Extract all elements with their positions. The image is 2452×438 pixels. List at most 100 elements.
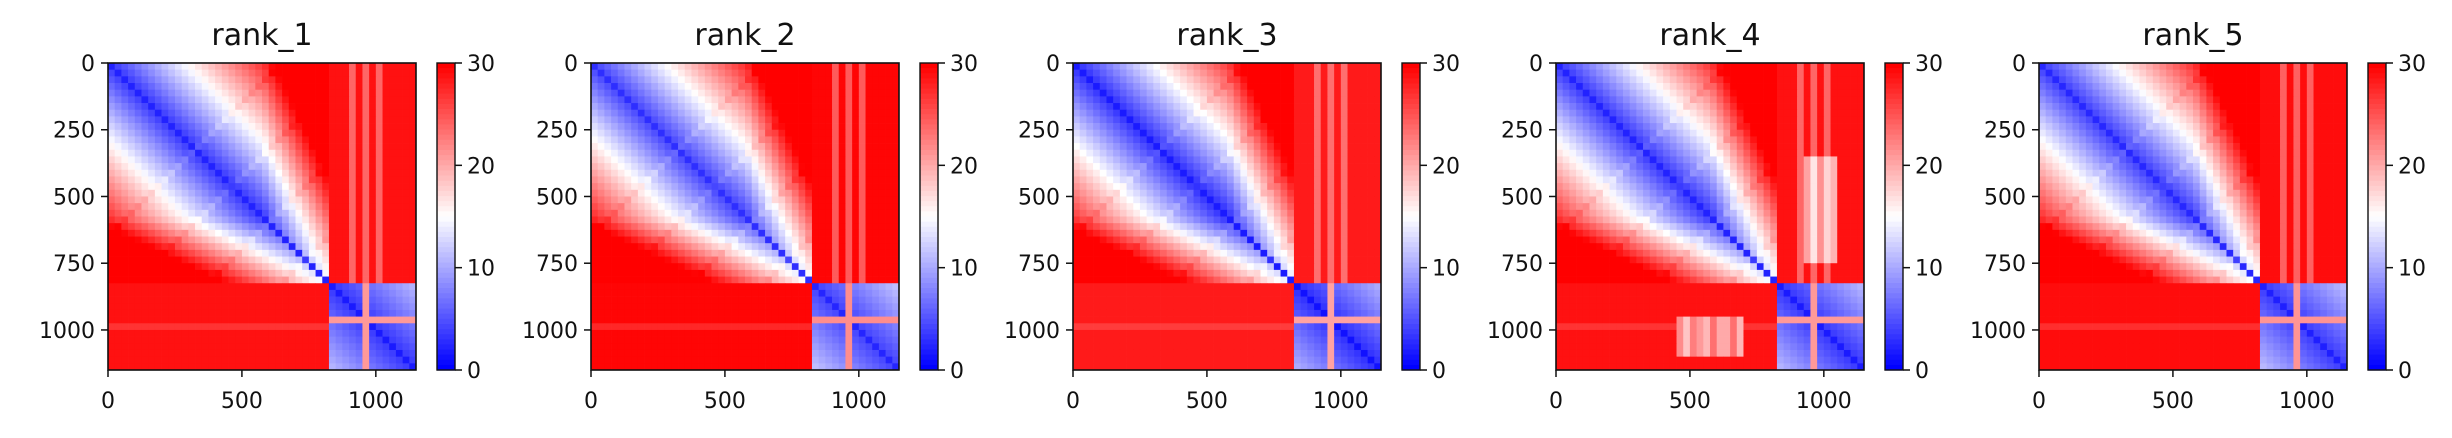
heatmap-cell xyxy=(798,329,806,337)
heatmap-cell xyxy=(798,69,806,77)
colorbar-swatch xyxy=(920,170,938,177)
heatmap-cell xyxy=(1093,123,1101,131)
heatmap-cell xyxy=(651,209,659,217)
heatmap-cell xyxy=(591,143,599,151)
heatmap-cell xyxy=(611,143,619,151)
heatmap-cell xyxy=(711,143,719,151)
heatmap-cell xyxy=(838,189,846,197)
heatmap-cell xyxy=(1133,69,1141,77)
heatmap-cell xyxy=(349,256,357,264)
heatmap-cell xyxy=(745,96,753,104)
heatmap-cell xyxy=(389,323,397,331)
heatmap-cell xyxy=(751,183,759,191)
heatmap-cell xyxy=(684,289,692,297)
heatmap-cell xyxy=(275,169,283,177)
heatmap-cell xyxy=(1327,136,1335,144)
heatmap-cell xyxy=(637,269,645,277)
heatmap-cell xyxy=(262,316,270,324)
heatmap-cell xyxy=(671,243,679,251)
heatmap-cell xyxy=(785,89,793,97)
heatmap-cell xyxy=(308,203,316,211)
heatmap-cell xyxy=(825,96,833,104)
heatmap-cell xyxy=(402,123,410,131)
heatmap-cell xyxy=(738,169,746,177)
heatmap-cell xyxy=(342,316,350,324)
heatmap-cell xyxy=(718,343,726,351)
heatmap-cell xyxy=(121,289,129,297)
heatmap-cell xyxy=(885,129,893,137)
heatmap-cell xyxy=(174,129,183,137)
heatmap-cell xyxy=(335,363,343,371)
heatmap-cell xyxy=(678,103,686,111)
heatmap-cell xyxy=(1247,116,1255,124)
heatmap-cell xyxy=(362,289,370,297)
heatmap-cell xyxy=(1253,109,1261,117)
heatmap-cell xyxy=(872,329,880,337)
heatmap-cell xyxy=(128,203,136,211)
heatmap-cell xyxy=(168,263,176,271)
heatmap-cell xyxy=(208,156,216,164)
heatmap-cell xyxy=(128,76,136,84)
heatmap-cell xyxy=(168,356,176,364)
heatmap-cell xyxy=(221,249,229,257)
heatmap-cell xyxy=(892,216,900,224)
heatmap-cell xyxy=(342,83,350,91)
heatmap-cell xyxy=(818,263,826,271)
heatmap-cell xyxy=(268,356,276,364)
heatmap-cell xyxy=(852,143,860,151)
heatmap-cell xyxy=(765,309,773,317)
heatmap-cell xyxy=(858,136,866,144)
heatmap-cell xyxy=(382,223,390,231)
heatmap-cell xyxy=(597,176,605,184)
heatmap-cell xyxy=(208,309,216,317)
heatmap-cell xyxy=(195,243,203,251)
heatmap-cell xyxy=(375,289,383,297)
heatmap-cell xyxy=(148,323,156,331)
heatmap-cell xyxy=(765,96,773,104)
heatmap-cell xyxy=(308,216,316,224)
heatmap-cell xyxy=(617,236,625,244)
heatmap-cell xyxy=(402,316,410,324)
heatmap-cell xyxy=(597,309,605,317)
heatmap-cell xyxy=(174,216,183,224)
heatmap-cell xyxy=(691,256,699,264)
heatmap-cell xyxy=(604,349,612,358)
heatmap-cell xyxy=(315,149,323,157)
heatmap-cell xyxy=(322,203,330,211)
heatmap-cell xyxy=(1273,63,1281,71)
heatmap-cell xyxy=(342,109,350,117)
heatmap-cell xyxy=(262,289,270,297)
heatmap-cell xyxy=(148,156,156,164)
heatmap-cell xyxy=(785,76,793,84)
heatmap-cell xyxy=(362,83,370,91)
heatmap-cell xyxy=(228,183,236,191)
heatmap-cell xyxy=(751,143,759,151)
heatmap-cell xyxy=(1119,129,1127,137)
heatmap-cell xyxy=(1240,136,1248,144)
heatmap-cell xyxy=(852,136,860,144)
heatmap-cell xyxy=(758,336,766,344)
heatmap-cell xyxy=(698,89,706,97)
heatmap-cell xyxy=(1360,76,1368,84)
heatmap-cell xyxy=(838,83,846,91)
heatmap-cell xyxy=(148,363,156,371)
heatmap-cell xyxy=(402,109,410,117)
heatmap-cell xyxy=(845,316,853,324)
heatmap-cell xyxy=(1233,89,1241,97)
heatmap-cell xyxy=(308,289,316,297)
heatmap-cell xyxy=(355,103,363,111)
heatmap-cell xyxy=(128,116,136,124)
heatmap-cell xyxy=(664,343,672,351)
heatmap-cell xyxy=(671,216,679,224)
heatmap-cell xyxy=(805,183,813,191)
heatmap-cell xyxy=(657,323,666,331)
heatmap-cell xyxy=(188,309,196,317)
heatmap-cell xyxy=(778,89,786,97)
heatmap-cell xyxy=(845,303,853,311)
heatmap-cell xyxy=(604,176,612,184)
heatmap-cell xyxy=(604,336,612,344)
heatmap-cell xyxy=(208,316,216,324)
heatmap-cell xyxy=(355,243,363,251)
heatmap-cell xyxy=(838,109,846,117)
heatmap-cell xyxy=(597,289,605,297)
